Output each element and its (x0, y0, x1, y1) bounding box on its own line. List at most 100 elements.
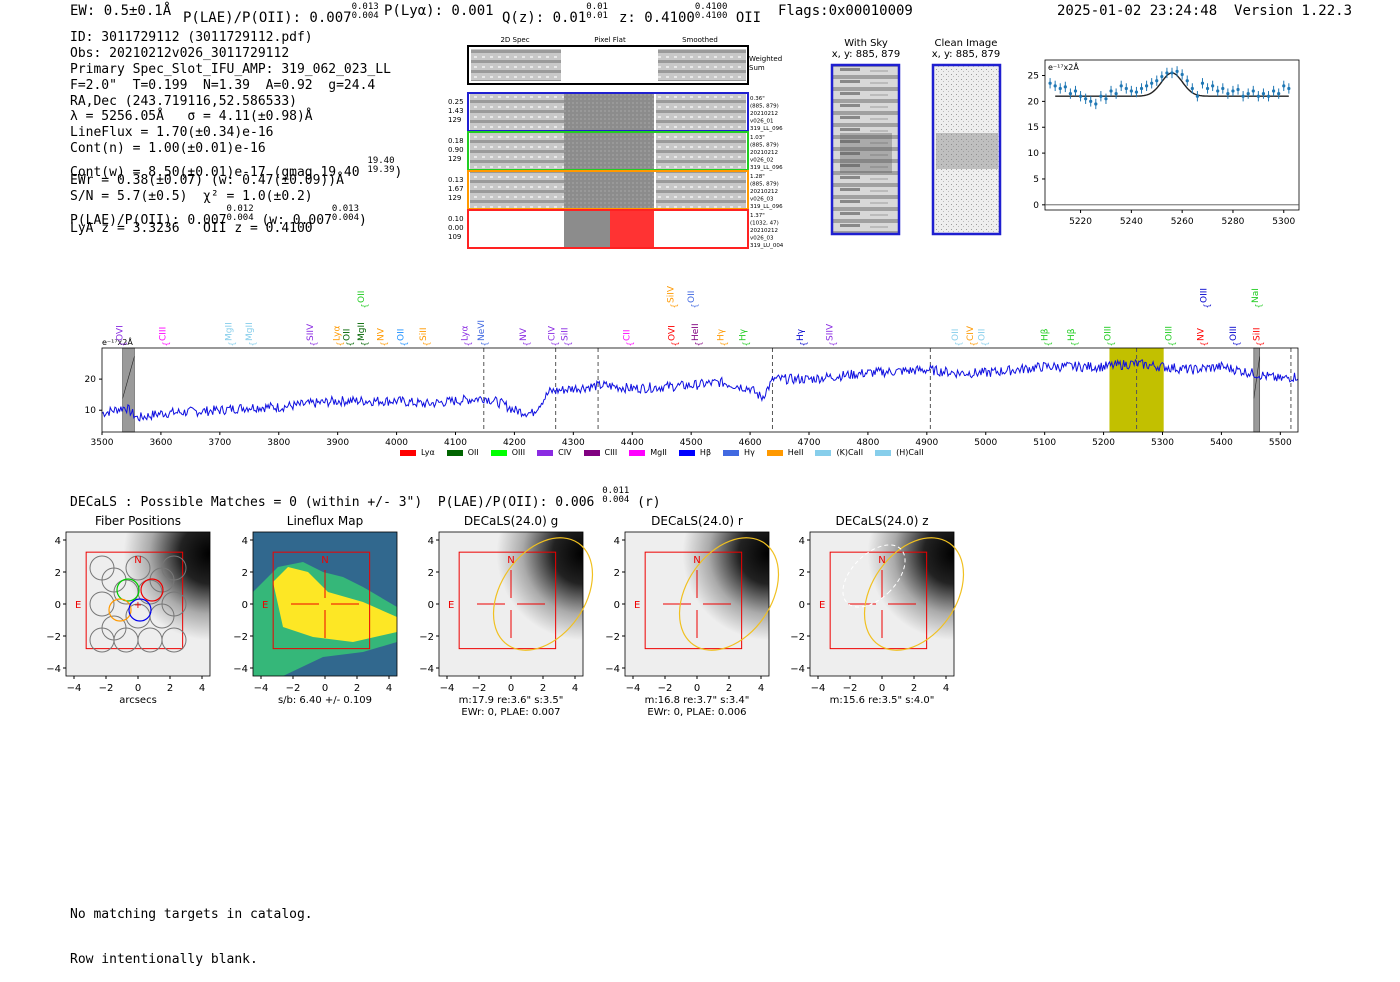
spec-line-brace: { (1044, 341, 1053, 346)
panel-xtick-label: 4 (199, 683, 205, 694)
panel-xtick-label: 4 (758, 683, 764, 694)
source-ellipse-dashed (842, 544, 906, 608)
zoom-xtick-label: 5280 (1222, 217, 1245, 227)
cutout-row-num: 1.43 (448, 107, 464, 115)
panel-ytick-label: −4 (790, 664, 805, 675)
panel-ytick-label: −4 (233, 664, 248, 675)
image-panel: Lineflux Map N E 4 2 0 −2 −4 −4 −2 0 2 4 s/b: 6.40 +/… (233, 514, 398, 706)
panel-ytick-label: 4 (799, 536, 805, 547)
image-panel: DECaLS(24.0) z N E 4 2 0 −2 −4 −4 −2 0 2 4 m:15.6 re:… (790, 514, 965, 706)
spec-line-brace: { (345, 341, 354, 346)
panel-xtick-label: −4 (440, 683, 455, 694)
fiber-center-mark: + (134, 600, 142, 611)
spec-xtick-label: 3800 (267, 438, 290, 448)
cutout-2dspec (470, 94, 564, 130)
panel-xtick-label: −4 (254, 683, 269, 694)
fiber-circle (149, 603, 175, 629)
zoom-data-point (1165, 71, 1169, 75)
spec-line-brace: { (228, 341, 237, 346)
spec-line-label: OII (978, 329, 988, 341)
spec-line-label: SiII (560, 327, 570, 341)
cutout-smoothed (656, 211, 746, 247)
cutout-side-label: 20210212 (750, 189, 778, 195)
zoom-xtick-label: 5240 (1120, 217, 1143, 227)
zoom-ytick-label: 20 (1028, 97, 1040, 107)
zoom-data-point (1099, 94, 1103, 98)
spec-line-label: Hγ (738, 328, 748, 341)
legend-label: MgII (650, 448, 667, 457)
cutout-side-label: 1.37" (750, 213, 765, 219)
panel-ytick-label: 0 (55, 600, 61, 611)
panel-xtick-label: 2 (911, 683, 917, 694)
zoom-data-point (1251, 89, 1255, 93)
spec-xtick-label: 4800 (856, 438, 879, 448)
spec-xtick-label: 4500 (680, 438, 703, 448)
decals-matches: DECaLS : Possible Matches = 0 (within +/… (70, 486, 661, 511)
cutout-smoothed (656, 133, 746, 169)
panel-xtick-label: 0 (135, 683, 141, 694)
header-ew: EW: 0.5±0.1Å (70, 3, 172, 19)
zoom-data-point (1277, 92, 1281, 96)
spec-line-label: OIII (1104, 326, 1114, 341)
spec-xtick-label: 3500 (91, 438, 114, 448)
spec-line-label: Hβ (1067, 328, 1077, 341)
spec-line-brace: { (1107, 341, 1116, 346)
spec-line-brace: { (669, 303, 678, 308)
cutout-row-num: 0.90 (448, 146, 464, 154)
fiber-orange (108, 598, 132, 622)
spec-line-label: SiII (419, 327, 429, 341)
zoom-ytick-label: 25 (1028, 72, 1039, 82)
panel-ytick-label: 0 (614, 600, 620, 611)
spec-line-label: Hβ (1041, 328, 1051, 341)
zoom-data-point (1175, 69, 1179, 73)
cutout-side-label: 20210212 (750, 228, 778, 234)
legend-item: Lyα (400, 448, 435, 457)
panel-xtick-label: 0 (322, 683, 328, 694)
panel-xlabel: arcsecs (119, 695, 157, 706)
spec-line-brace: { (550, 341, 559, 346)
panel-ytick-label: −4 (419, 664, 434, 675)
zoom-data-point (1124, 86, 1128, 91)
spec-line-brace: { (694, 341, 703, 346)
panel-xtick-label: −2 (658, 683, 673, 694)
compass-e: E (448, 600, 454, 611)
zoom-data-point (1104, 97, 1108, 101)
zoom-data-point (1078, 94, 1083, 98)
panel-xtick-label: 2 (167, 683, 173, 694)
cutout-side-label: v026_03 (750, 236, 774, 242)
cutout-row-frame (467, 209, 749, 249)
spec-line-brace: { (1232, 341, 1241, 346)
zoom-data-point (1180, 72, 1184, 77)
col-header-pixelflat: Pixel Flat (594, 36, 626, 44)
cutout-smoothed (656, 94, 746, 130)
cutout-row-num: 129 (448, 116, 461, 124)
footer-line-1: No matching targets in catalog. (70, 907, 313, 922)
cutout-row-num: 0.10 (448, 215, 464, 223)
spec-xtick-label: 5200 (1092, 438, 1115, 448)
spec-line-brace: { (1254, 303, 1263, 308)
spec-line-label: MgII (245, 322, 255, 341)
zoom-data-point (1195, 94, 1199, 98)
panel-ytick-label: 2 (242, 568, 248, 579)
with-sky-image (830, 63, 901, 236)
weighted-sum-label: Weighted (749, 55, 782, 63)
panel-ytick-label: 2 (614, 568, 620, 579)
panel-image (810, 532, 954, 676)
panel-ytick-label: −2 (233, 632, 248, 643)
spec-line-label: NV (377, 327, 387, 341)
zoom-data-point (1053, 84, 1057, 88)
cutout-side-label: (885, 879) (750, 182, 779, 188)
cutout-side-label: 319_LL_096 (750, 165, 783, 171)
image-panel: DECaLS(24.0) r N E 4 2 0 −2 −4 −4 −2 0 2 4 m:16.8 re:… (605, 514, 780, 718)
spec-ylabel: e⁻¹⁷x2Å (102, 336, 133, 347)
fiber-green (116, 578, 140, 602)
spec-line-brace: { (1256, 341, 1265, 346)
info-obs: Obs: 20210212v026_3011729112 (70, 45, 290, 61)
footer-text: No matching targets in catalog. Row inte… (70, 877, 313, 982)
fiber-circle (89, 591, 115, 617)
spec-xtick-label: 4300 (562, 438, 585, 448)
source-ellipse (678, 537, 780, 651)
line-legend: Lyα OII OIII CIV CIII MgII Hβ Hγ HeII (K)CaII (H)C… (400, 448, 936, 457)
cutout-2dspec (470, 172, 564, 208)
spec-line-label: OII (951, 329, 961, 341)
